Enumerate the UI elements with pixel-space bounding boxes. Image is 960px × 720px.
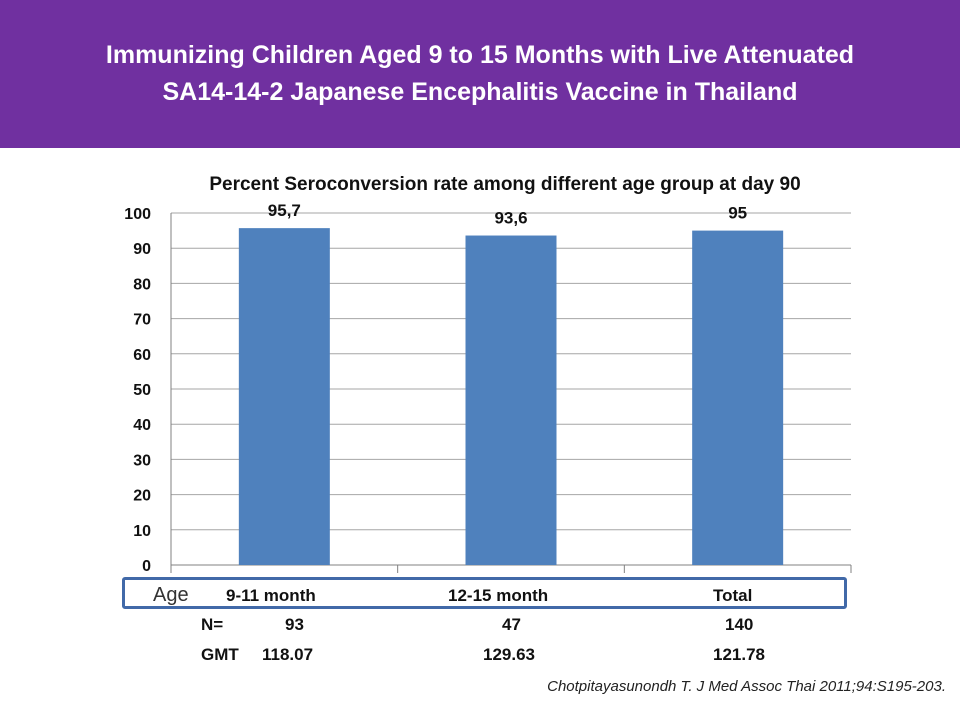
y-tick-label: 100	[124, 206, 151, 223]
data-label-3: 95	[728, 204, 747, 223]
chart-title: Percent Seroconversion rate among differ…	[209, 174, 800, 195]
age-category-3: Total	[713, 586, 753, 605]
age-category-1: 9-11 month	[226, 586, 316, 605]
y-tick-label: 80	[133, 276, 151, 293]
title-banner: Immunizing Children Aged 9 to 15 Months …	[0, 0, 960, 148]
y-tick-label: 40	[133, 417, 151, 434]
y-tick-label: 10	[133, 523, 151, 540]
n-value-2: 47	[502, 615, 521, 634]
bar-chart: Percent Seroconversion rate among differ…	[124, 174, 852, 575]
y-tick-label: 0	[142, 558, 151, 575]
y-tick-label: 70	[133, 312, 151, 329]
y-tick-label: 30	[133, 452, 151, 469]
y-tick-label: 50	[133, 382, 151, 399]
n-value-3: 140	[725, 615, 754, 634]
y-tick-label: 60	[133, 347, 151, 364]
gmt-row-label: GMT	[201, 645, 239, 664]
bar-2	[465, 235, 557, 565]
slide-title: Immunizing Children Aged 9 to 15 Months …	[105, 41, 855, 106]
age-category-box	[122, 577, 847, 609]
gmt-value-1: 118.07	[262, 645, 314, 664]
y-tick-label: 90	[133, 241, 151, 258]
bar-1	[238, 228, 330, 566]
n-value-1: 93	[285, 615, 304, 634]
y-tick-label: 20	[133, 488, 151, 505]
age-category-2: 12-15 month	[448, 586, 549, 605]
age-label: Age	[153, 584, 189, 606]
n-row-label: N=	[201, 615, 224, 634]
gmt-value-2: 129.63	[483, 645, 535, 664]
data-label-2: 93,6	[494, 209, 527, 228]
bar-3	[692, 230, 784, 565]
data-label-1: 95,7	[268, 201, 301, 220]
gmt-value-3: 121.78	[713, 645, 765, 664]
citation: Chotpitayasunondh T. J Med Assoc Thai 20…	[547, 678, 946, 695]
